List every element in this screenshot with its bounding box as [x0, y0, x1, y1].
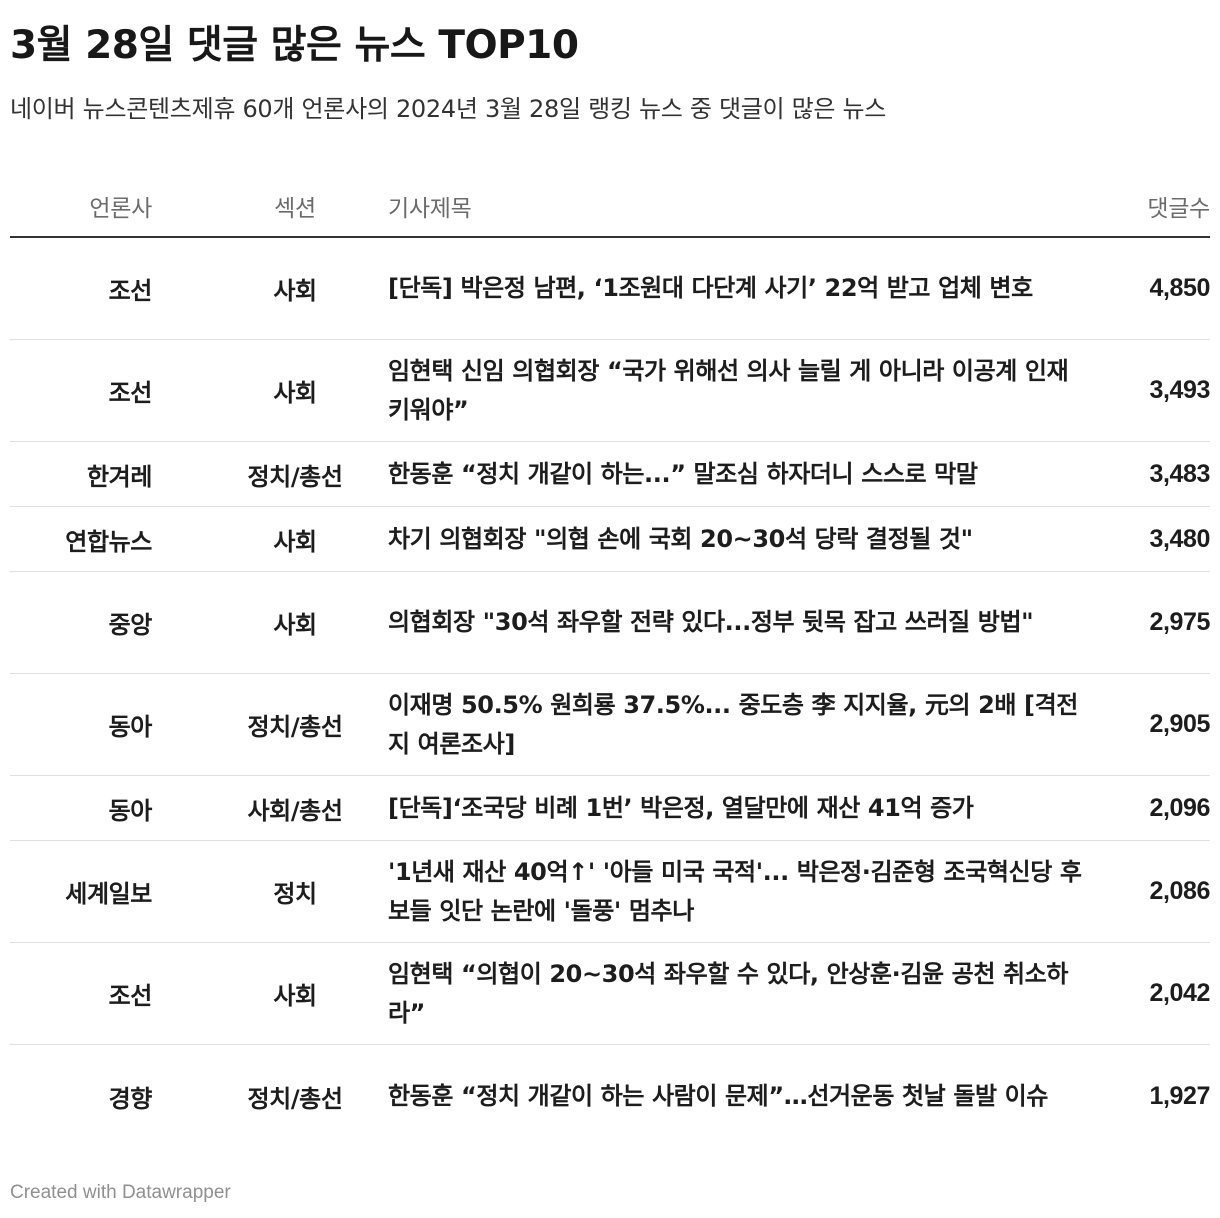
cell-section: 정치/총선	[247, 713, 343, 741]
news-table: 언론사 섹션 기사제목 댓글수 조선 사회 [단독] 박은정 남편, ‘1조원대…	[10, 176, 1210, 1147]
cell-section: 사회	[273, 527, 317, 556]
header-outlet: 언론사	[89, 196, 152, 222]
cell-outlet: 조선	[108, 379, 153, 407]
table-row: 조선 사회 임현택 “의협이 20~30석 좌우할 수 있다, 안상훈·김윤 공…	[10, 943, 1210, 1045]
table-row: 연합뉴스 사회 차기 의협회장 "의협 손에 국회 20~30석 당락 결정될 …	[10, 507, 1210, 572]
header-section: 섹션	[274, 196, 316, 222]
cell-section: 정치/총선	[247, 462, 343, 491]
chart-subtitle: 네이버 뉴스콘텐츠제휴 60개 언론사의 2024년 3월 28일 랭킹 뉴스 …	[10, 95, 887, 123]
cell-section: 사회/총선	[247, 796, 343, 825]
table-row: 세계일보 정치 '1년새 재산 40억↑' '아들 미국 국적'... 박은정·…	[10, 841, 1210, 943]
cell-headline: 한동훈 “정치 개같이 하는...” 말조심 하자더니 스스로 막말	[388, 459, 978, 488]
cell-outlet: 중앙	[108, 611, 153, 639]
datawrapper-credit: Created with Datawrapper	[10, 1182, 231, 1203]
cell-outlet: 동아	[108, 796, 153, 825]
cell-comments: 2,086	[1149, 877, 1210, 905]
chart-title: 3월 28일 댓글 많은 뉴스 TOP10	[10, 23, 579, 68]
cell-section: 정치	[273, 880, 317, 908]
table-row: 한겨레 정치/총선 한동훈 “정치 개같이 하는...” 말조심 하자더니 스스…	[10, 442, 1210, 507]
cell-outlet: 세계일보	[65, 880, 152, 908]
table-row: 조선 사회 [단독] 박은정 남편, ‘1조원대 다단계 사기’ 22억 받고 …	[10, 238, 1210, 340]
cell-section: 사회	[273, 611, 317, 639]
cell-headline: '1년새 재산 40억↑' '아들 미국 국적'... 박은정·김준형 조국혁신…	[388, 857, 1082, 925]
cell-outlet: 조선	[108, 277, 153, 305]
cell-comments: 2,975	[1149, 608, 1210, 636]
cell-outlet: 조선	[108, 982, 153, 1010]
table-row: 동아 사회/총선 [단독]‘조국당 비례 1번’ 박은정, 열달만에 재산 41…	[10, 776, 1210, 841]
cell-section: 사회	[273, 277, 317, 305]
cell-comments: 2,096	[1149, 793, 1210, 822]
table-header: 언론사 섹션 기사제목 댓글수	[10, 176, 1210, 238]
table-row: 중앙 사회 의협회장 "30석 좌우할 전략 있다...정부 뒷목 잡고 쓰러질…	[10, 572, 1210, 674]
table-row: 조선 사회 임현택 신임 의협회장 “국가 위해선 의사 늘릴 게 아니라 이공…	[10, 340, 1210, 442]
cell-outlet: 동아	[108, 713, 153, 741]
cell-headline: [단독] 박은정 남편, ‘1조원대 다단계 사기’ 22억 받고 업체 변호	[388, 274, 1033, 302]
cell-headline: 임현택 신임 의협회장 “국가 위해선 의사 늘릴 게 아니라 이공계 인재 키…	[388, 356, 1069, 424]
cell-comments: 2,905	[1149, 710, 1210, 738]
cell-headline: 의협회장 "30석 좌우할 전략 있다...정부 뒷목 잡고 쓰러질 방법"	[388, 608, 1034, 636]
cell-comments: 3,493	[1149, 376, 1210, 404]
cell-section: 사회	[273, 982, 317, 1010]
cell-comments: 3,480	[1149, 524, 1210, 553]
cell-comments: 2,042	[1149, 979, 1210, 1007]
cell-headline: 차기 의협회장 "의협 손에 국회 20~30석 당락 결정될 것"	[388, 524, 973, 553]
cell-section: 사회	[273, 379, 317, 407]
cell-comments: 1,927	[1149, 1081, 1210, 1110]
table-row: 동아 정치/총선 이재명 50.5% 원희룡 37.5%... 중도층 李 지지…	[10, 674, 1210, 776]
cell-outlet: 한겨레	[86, 462, 152, 491]
header-comments: 댓글수	[1147, 196, 1210, 222]
cell-outlet: 경향	[108, 1084, 153, 1113]
cell-comments: 3,483	[1149, 459, 1210, 488]
cell-headline: 이재명 50.5% 원희룡 37.5%... 중도층 李 지지율, 元의 2배 …	[388, 690, 1078, 758]
cell-headline: 한동훈 “정치 개같이 하는 사람이 문제”…선거운동 첫날 돌발 이슈	[388, 1081, 1048, 1110]
cell-headline: 임현택 “의협이 20~30석 좌우할 수 있다, 안상훈·김윤 공천 취소하라…	[388, 959, 1068, 1027]
cell-outlet: 연합뉴스	[65, 527, 152, 556]
header-headline: 기사제목	[388, 196, 472, 222]
cell-headline: [단독]‘조국당 비례 1번’ 박은정, 열달만에 재산 41억 증가	[388, 793, 974, 822]
table-row: 경향 정치/총선 한동훈 “정치 개같이 하는 사람이 문제”…선거운동 첫날 …	[10, 1045, 1211, 1147]
cell-comments: 4,850	[1149, 274, 1210, 302]
cell-section: 정치/총선	[247, 1084, 343, 1113]
